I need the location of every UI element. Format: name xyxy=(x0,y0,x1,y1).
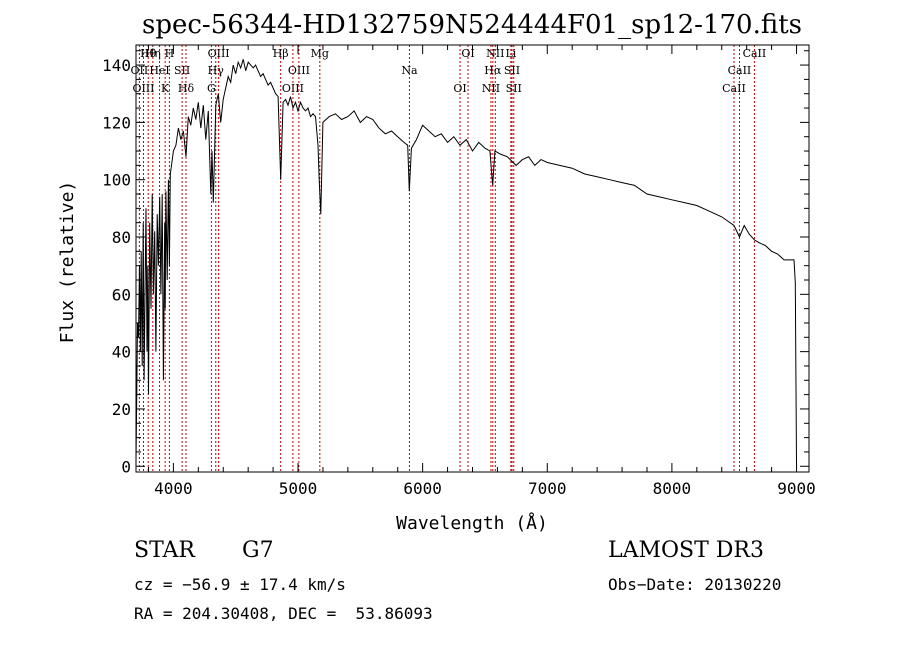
x-tick-label: 6000 xyxy=(403,479,442,498)
y-tick-label: 100 xyxy=(102,171,131,190)
spectral-line-label: Li xyxy=(505,47,516,60)
spectral-line-label: OI xyxy=(461,47,474,60)
x-tick-label: 7000 xyxy=(528,479,567,498)
x-axis-label: Wavelength (Å) xyxy=(396,512,548,534)
x-tick-label: 5000 xyxy=(279,479,318,498)
spectral-line-label: OI xyxy=(453,82,466,95)
spectral-line-label: K xyxy=(161,82,170,95)
object-subclass: G7 xyxy=(242,538,274,563)
coordinates: RA = 204.30408, DEC = 53.86093 xyxy=(134,604,433,623)
spectral-line-label: OIII xyxy=(132,82,154,95)
spectral-line-label: CaII xyxy=(743,47,767,60)
spectral-line-label: H xyxy=(165,47,175,60)
y-axis: 0 20 40 60 80 100 120 140 xyxy=(102,50,809,476)
y-tick-label: 80 xyxy=(112,228,131,247)
spectral-line-label: Hδ xyxy=(178,82,195,95)
spectral-line-label: OIII xyxy=(282,82,304,95)
spectral-line-labels: HθOIIOIIIHηHeIKHSIIHδOIIIHγGHβOIIIOIIIMg… xyxy=(131,47,767,95)
x-axis: 4000 5000 6000 7000 8000 9000 xyxy=(147,45,816,498)
y-tick-label: 120 xyxy=(102,113,131,132)
spectral-line-label: Na xyxy=(401,64,418,77)
spectral-line-label: Mg xyxy=(311,47,329,60)
object-class: STAR xyxy=(134,538,195,563)
x-tick-label: 8000 xyxy=(653,479,692,498)
plot-frame xyxy=(135,44,810,473)
x-tick-label: 9000 xyxy=(777,479,816,498)
observation-date: Obs−Date: 20130220 xyxy=(608,575,782,594)
spectrum-series-line xyxy=(135,59,797,464)
y-tick-label: 60 xyxy=(112,285,131,304)
y-axis-label: Flux (relative) xyxy=(57,181,78,344)
spectral-line-label: SII xyxy=(504,64,520,77)
y-tick-label: 140 xyxy=(102,56,131,75)
y-tick-label: 20 xyxy=(112,400,131,419)
spectral-line-label: CaII xyxy=(728,64,752,77)
spectral-line-label: NII xyxy=(482,82,500,95)
spectral-line-label: SII xyxy=(506,82,522,95)
y-tick-label: 40 xyxy=(112,343,131,362)
spectral-line-label: Hα xyxy=(484,64,502,77)
spectral-line-markers xyxy=(138,45,755,472)
y-tick-label: 0 xyxy=(121,457,131,476)
spectral-line-label: OIII xyxy=(208,47,230,60)
survey-name: LAMOST DR3 xyxy=(608,538,764,563)
spectral-line-label: Hβ xyxy=(273,47,289,60)
spectral-line-label: Hη xyxy=(145,47,161,60)
spectral-line-label: OII xyxy=(131,64,149,77)
spectral-line-label: HeI xyxy=(149,64,169,77)
spectral-line-label: OIII xyxy=(288,64,310,77)
spectral-line-label: Hγ xyxy=(208,64,225,77)
redshift-velocity: cz = −56.9 ± 17.4 km/s xyxy=(134,575,346,594)
x-tick-label: 4000 xyxy=(154,479,193,498)
spectral-line-label: CaII xyxy=(722,82,746,95)
chart-title: spec-56344-HD132759N524444F01_sp12-170.f… xyxy=(142,10,802,40)
spectral-line-label: G xyxy=(207,82,216,95)
spectral-line-label: Hθ xyxy=(140,47,157,60)
spectral-line-label: SII xyxy=(174,64,190,77)
spectral-line-label: NII xyxy=(486,47,504,60)
